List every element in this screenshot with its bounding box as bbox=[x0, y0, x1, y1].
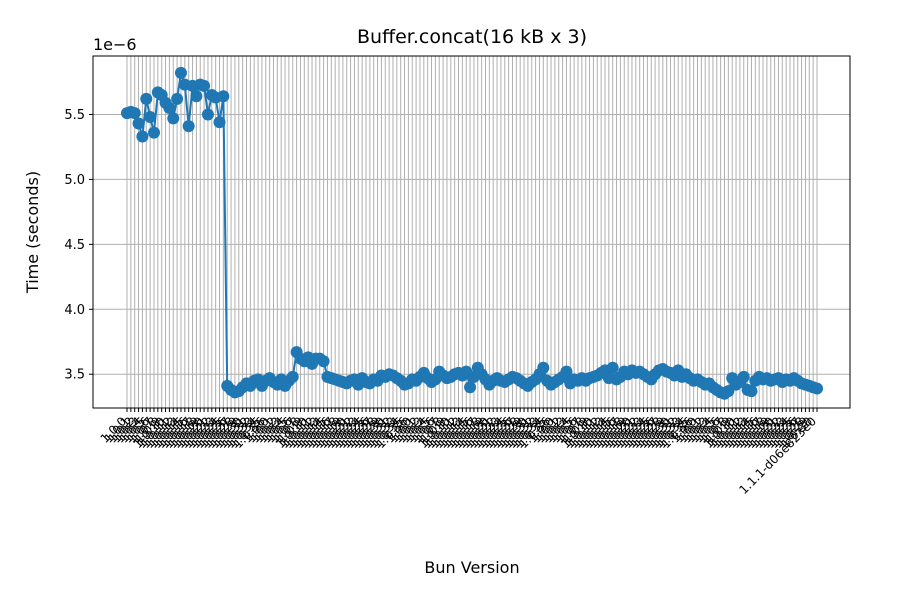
data-point bbox=[737, 370, 750, 383]
data-point bbox=[286, 370, 299, 383]
data-point bbox=[190, 90, 203, 103]
data-point bbox=[811, 382, 823, 395]
data-point bbox=[745, 385, 758, 398]
plot-frame bbox=[92, 55, 851, 409]
y-axis-offset-label: 1e−6 bbox=[93, 35, 137, 54]
data-point bbox=[201, 108, 214, 121]
data-point bbox=[147, 126, 160, 139]
data-point bbox=[464, 381, 477, 394]
y-tick-label: 4.5 bbox=[64, 238, 85, 253]
data-point bbox=[213, 116, 226, 129]
data-point bbox=[167, 112, 180, 125]
y-tick-label: 3.5 bbox=[64, 368, 85, 383]
series-line bbox=[121, 66, 823, 400]
data-point bbox=[128, 107, 141, 120]
y-tick-label: 5.0 bbox=[64, 173, 85, 188]
y-tick-label: 4.0 bbox=[64, 303, 85, 318]
data-point bbox=[537, 361, 550, 374]
data-point bbox=[163, 101, 176, 114]
y-tick-label: 5.5 bbox=[64, 108, 85, 123]
grid bbox=[93, 56, 850, 408]
data-point bbox=[144, 111, 157, 124]
x-axis-label: Bun Version bbox=[424, 558, 519, 577]
data-point bbox=[217, 90, 230, 103]
data-point bbox=[606, 361, 619, 374]
data-point bbox=[198, 79, 211, 92]
data-point bbox=[171, 92, 184, 105]
series-path bbox=[126, 72, 818, 395]
data-point bbox=[560, 365, 573, 378]
chart-title: Buffer.concat(16 kB x 3) bbox=[357, 26, 587, 48]
y-axis: 3.5 4.0 4.5 5.0 5.5 bbox=[64, 108, 93, 383]
y-axis-label: Time (seconds) bbox=[23, 171, 42, 294]
data-point bbox=[132, 117, 145, 130]
data-point bbox=[136, 130, 149, 143]
data-point bbox=[182, 120, 195, 133]
data-point bbox=[174, 66, 187, 79]
data-point bbox=[140, 92, 153, 105]
data-point bbox=[317, 355, 330, 368]
x-axis: 1.0.01.0.11.0.21.0.31.0.41.0.51.0.61.0.7… bbox=[98, 408, 819, 497]
